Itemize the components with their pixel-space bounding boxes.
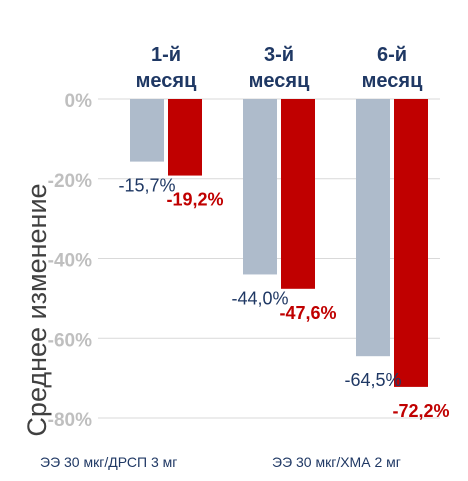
bar: [281, 99, 315, 289]
y-tick-label: -80%: [48, 410, 92, 431]
bar: [394, 99, 428, 387]
category-labels: 1-й месяц 3-й месяц 6-й месяц: [136, 44, 423, 92]
y-axis-label: Среднее изменение: [22, 183, 52, 436]
category-label: месяц: [136, 70, 197, 92]
legend: ЭЭ 30 мкг/ДРСП 3 мг ЭЭ 30 мкг/ХМА 2 мг: [40, 454, 401, 470]
y-axis-ticks: 0% -20% -40% -60% -80%: [48, 91, 92, 431]
legend-entry: ЭЭ 30 мкг/ХМА 2 мг: [272, 454, 401, 470]
data-label: -44,0%: [231, 288, 288, 308]
y-tick-label: -60%: [48, 330, 92, 351]
y-tick-label: -20%: [48, 171, 92, 192]
bar: [168, 99, 202, 176]
category-label: 6-й: [377, 44, 407, 66]
data-label: -72,2%: [392, 401, 449, 421]
data-label: -19,2%: [166, 190, 223, 210]
y-tick-label: 0%: [65, 91, 93, 112]
category-label: месяц: [249, 70, 310, 92]
y-tick-label: -40%: [48, 251, 92, 272]
data-label: -64,5%: [344, 370, 401, 390]
category-label: 3-й: [264, 44, 294, 66]
data-label: -15,7%: [118, 176, 175, 196]
category-label: 1-й: [151, 44, 181, 66]
bar: [356, 99, 390, 357]
data-label: -47,6%: [279, 303, 336, 323]
bar: [243, 99, 277, 275]
category-label: месяц: [362, 70, 423, 92]
data-labels: -15,7%-19,2% -44,0%-47,6% -64,5% -72,2%: [118, 176, 449, 421]
bars: [130, 99, 428, 387]
legend-entry: ЭЭ 30 мкг/ДРСП 3 мг: [40, 454, 177, 470]
bar: [130, 99, 164, 162]
